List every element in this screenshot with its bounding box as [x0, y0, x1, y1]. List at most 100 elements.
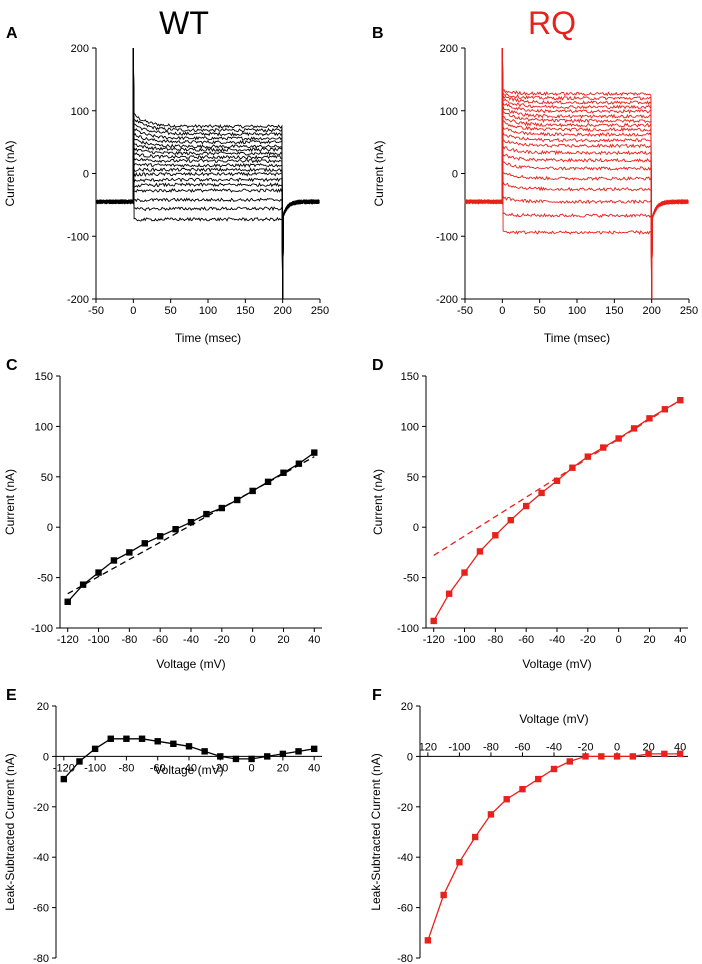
data-point-d: [507, 516, 514, 524]
y-tick-label-c: -100: [31, 623, 53, 635]
data-line-f: [427, 753, 681, 941]
column-title-wt: WT: [159, 5, 209, 41]
data-point-f: [519, 785, 526, 793]
data-point-d: [476, 548, 484, 555]
current-trace: [464, 47, 689, 300]
current-trace: [464, 47, 689, 300]
x-axis-title-a: Time (msec): [175, 331, 241, 345]
data-point-c: [156, 533, 164, 540]
data-point-e: [91, 745, 99, 753]
y-axis-title-a: Current (nA): [3, 140, 17, 206]
data-point-d: [584, 453, 592, 460]
panel-e: E -80 -60 -40 -20 0 20 -120 -100 -80 -60 -40 -20 0 20 4…: [3, 687, 322, 964]
x-tick-label-a: -50: [88, 305, 104, 317]
x-tick-label-e: -40: [181, 762, 197, 774]
panel-letter-b: B: [372, 25, 384, 42]
data-point-d: [538, 489, 545, 497]
x-tick-label-e: -20: [212, 762, 228, 774]
current-trace: [95, 47, 320, 300]
y-tick-label-b: 200: [440, 43, 458, 55]
x-tick-label-e: 40: [308, 762, 320, 774]
x-tick-label-d: -60: [518, 634, 534, 646]
panel-c: C -100 -50 0 50 100 150 -120 -100 -80 -60 -40 -20 0 20…: [3, 357, 322, 671]
x-tick-label-d: 0: [616, 634, 622, 646]
current-trace: [95, 47, 320, 300]
current-trace: [464, 47, 689, 300]
current-trace: [95, 47, 320, 300]
current-trace: [464, 47, 689, 300]
x-tick-label-d: -80: [487, 634, 503, 646]
x-tick-label-c: -20: [214, 634, 230, 646]
y-tick-label-b: -100: [436, 231, 458, 243]
x-tick-label-f: -80: [483, 741, 499, 753]
y-tick-label-f: 0: [407, 751, 413, 763]
data-point-d: [553, 477, 561, 485]
panel-letter-c: C: [6, 357, 18, 374]
current-trace: [95, 47, 320, 300]
x-tick-label-f: 20: [642, 741, 654, 753]
data-point-d: [445, 590, 453, 597]
current-trace: [95, 47, 320, 300]
x-tick-label-d: 20: [643, 634, 655, 646]
data-point-d: [430, 617, 437, 625]
x-tick-label-c: 40: [308, 634, 320, 646]
y-axis-title-e: Leak-Subtracted Current (nA): [3, 753, 17, 910]
current-trace: [464, 47, 689, 300]
y-tick-label-f: -60: [397, 903, 413, 915]
data-point-c: [218, 504, 226, 512]
trace-group-a: [95, 47, 320, 300]
data-point-c: [64, 598, 71, 605]
x-tick-label-e: -80: [118, 762, 134, 774]
x-axis-title-e: Voltage (mV): [154, 763, 223, 777]
x-tick-label-f: 120: [419, 741, 437, 753]
data-point-d: [492, 532, 499, 539]
y-axis-title-f: Leak-Subtracted Current (nA): [369, 753, 383, 910]
current-trace: [464, 47, 689, 300]
data-point-c: [295, 460, 303, 467]
current-trace: [464, 47, 689, 300]
data-point-d: [646, 415, 653, 422]
y-tick-label-b: 100: [440, 106, 458, 118]
data-point-c: [249, 487, 256, 495]
current-trace: [464, 47, 689, 300]
data-line-c: [67, 452, 315, 603]
current-trace: [95, 47, 320, 300]
current-trace: [464, 47, 689, 300]
trace-group-b: [464, 47, 689, 300]
data-point-e: [279, 750, 287, 758]
data-point-e: [76, 758, 83, 765]
x-tick-label-f: 40: [674, 741, 686, 753]
current-trace: [95, 47, 320, 300]
data-point-c: [187, 518, 195, 526]
x-tick-label-c: -120: [57, 634, 79, 646]
y-axis-title-b: Current (nA): [372, 140, 386, 206]
x-tick-label-e: -120: [53, 762, 75, 774]
x-tick-label-c: 0: [250, 634, 256, 646]
y-tick-label-c: 100: [35, 421, 53, 433]
x-tick-label-c: -80: [121, 634, 137, 646]
data-line-d: [433, 399, 681, 622]
data-point-f: [535, 775, 542, 783]
data-point-f: [440, 891, 447, 899]
x-tick-label-b: 0: [499, 305, 505, 317]
current-trace: [95, 47, 320, 300]
y-tick-label-f: -20: [397, 802, 413, 814]
y-tick-label-a: -100: [67, 231, 89, 243]
x-tick-label-b: 100: [568, 305, 586, 317]
x-tick-label-e: -100: [84, 762, 106, 774]
data-point-e: [201, 748, 208, 755]
data-point-c: [79, 581, 87, 588]
y-tick-label-e: 0: [43, 751, 49, 763]
panel-b: B -200 -100 0 100 200 -50 0 50 100 150 200 250 Curren…: [372, 25, 698, 345]
data-point-f: [456, 859, 463, 866]
current-trace: [465, 47, 689, 300]
y-tick-label-d: 50: [407, 472, 419, 484]
data-point-e: [232, 755, 240, 763]
data-point-f: [613, 753, 621, 760]
panel-a: A -200 -100 0 100 200 -50 0 50 100 150 200 250 Curren…: [3, 25, 329, 345]
current-trace: [95, 47, 320, 300]
y-tick-label-c: 0: [47, 522, 53, 534]
data-point-d: [677, 396, 684, 404]
